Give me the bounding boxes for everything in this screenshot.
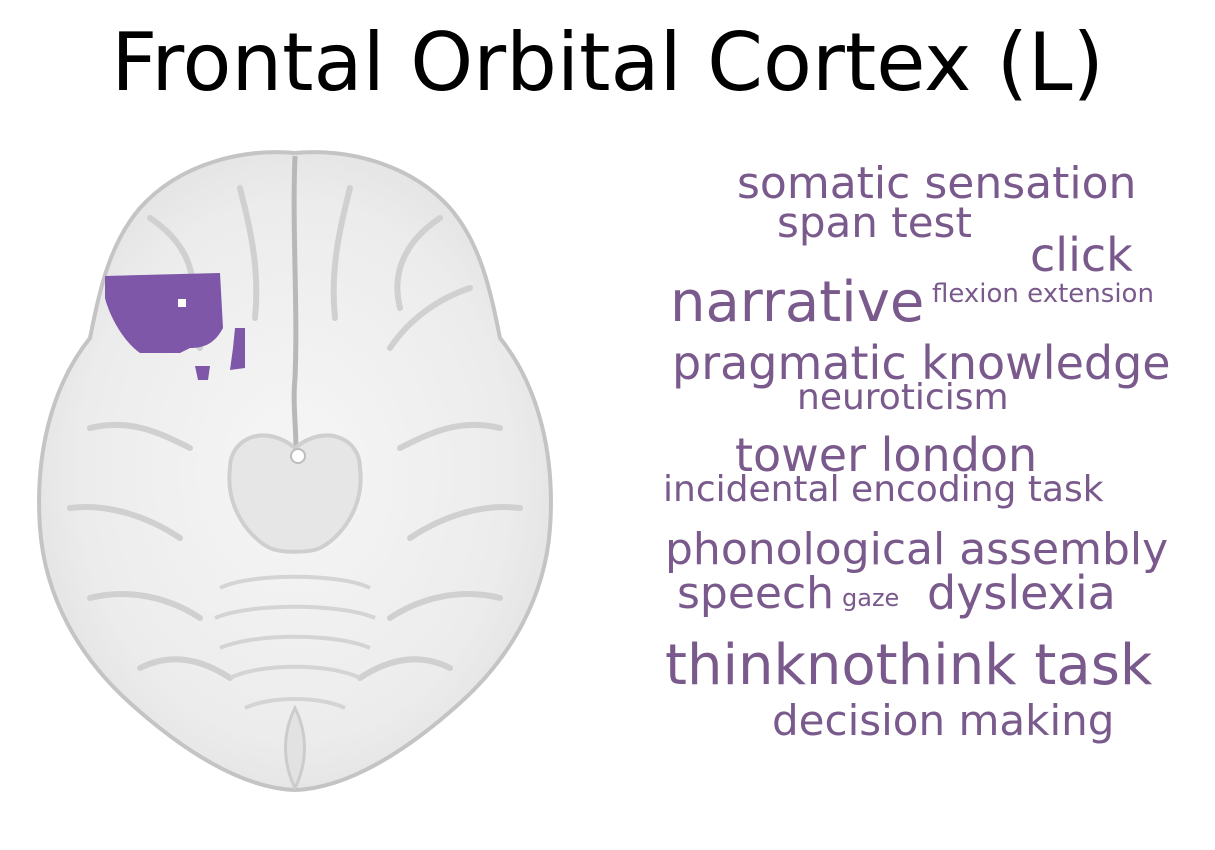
occipital-notch [284,704,306,792]
word-cloud-term: somatic sensation [737,158,1137,209]
cerebellum [214,574,376,710]
word-cloud-term: narrative [670,270,925,335]
midbrain [227,433,363,554]
page-title: Frontal Orbital Cortex (L) [111,16,1104,109]
word-cloud-term: pragmatic knowledge [672,336,1171,390]
word-cloud-term: phonological assembly [665,524,1169,575]
highlighted-region [105,273,245,380]
cortical-folds [67,185,523,681]
brain-slice-image [30,148,560,793]
word-cloud-term: incidental encoding task [663,469,1104,510]
word-cloud-term: neuroticism [797,377,1009,418]
word-cloud-term: gaze [842,584,900,612]
word-cloud-term: dyslexia [927,566,1116,620]
axial-brain-slice-icon [37,150,553,793]
word-cloud-term: decision making [772,696,1115,745]
word-cloud-term: click [1030,228,1133,282]
region-hole [178,299,186,307]
word-cloud-term: span test [777,198,972,247]
ventricle [290,448,306,464]
word-cloud: somatic sensation span test click narrat… [640,150,1210,750]
midline-fissure [291,155,299,459]
word-cloud-term: thinknothink task [665,633,1153,698]
word-cloud-term: flexion extension [932,279,1154,309]
word-cloud-term: tower london [735,428,1038,482]
word-cloud-term: speech [677,568,835,619]
